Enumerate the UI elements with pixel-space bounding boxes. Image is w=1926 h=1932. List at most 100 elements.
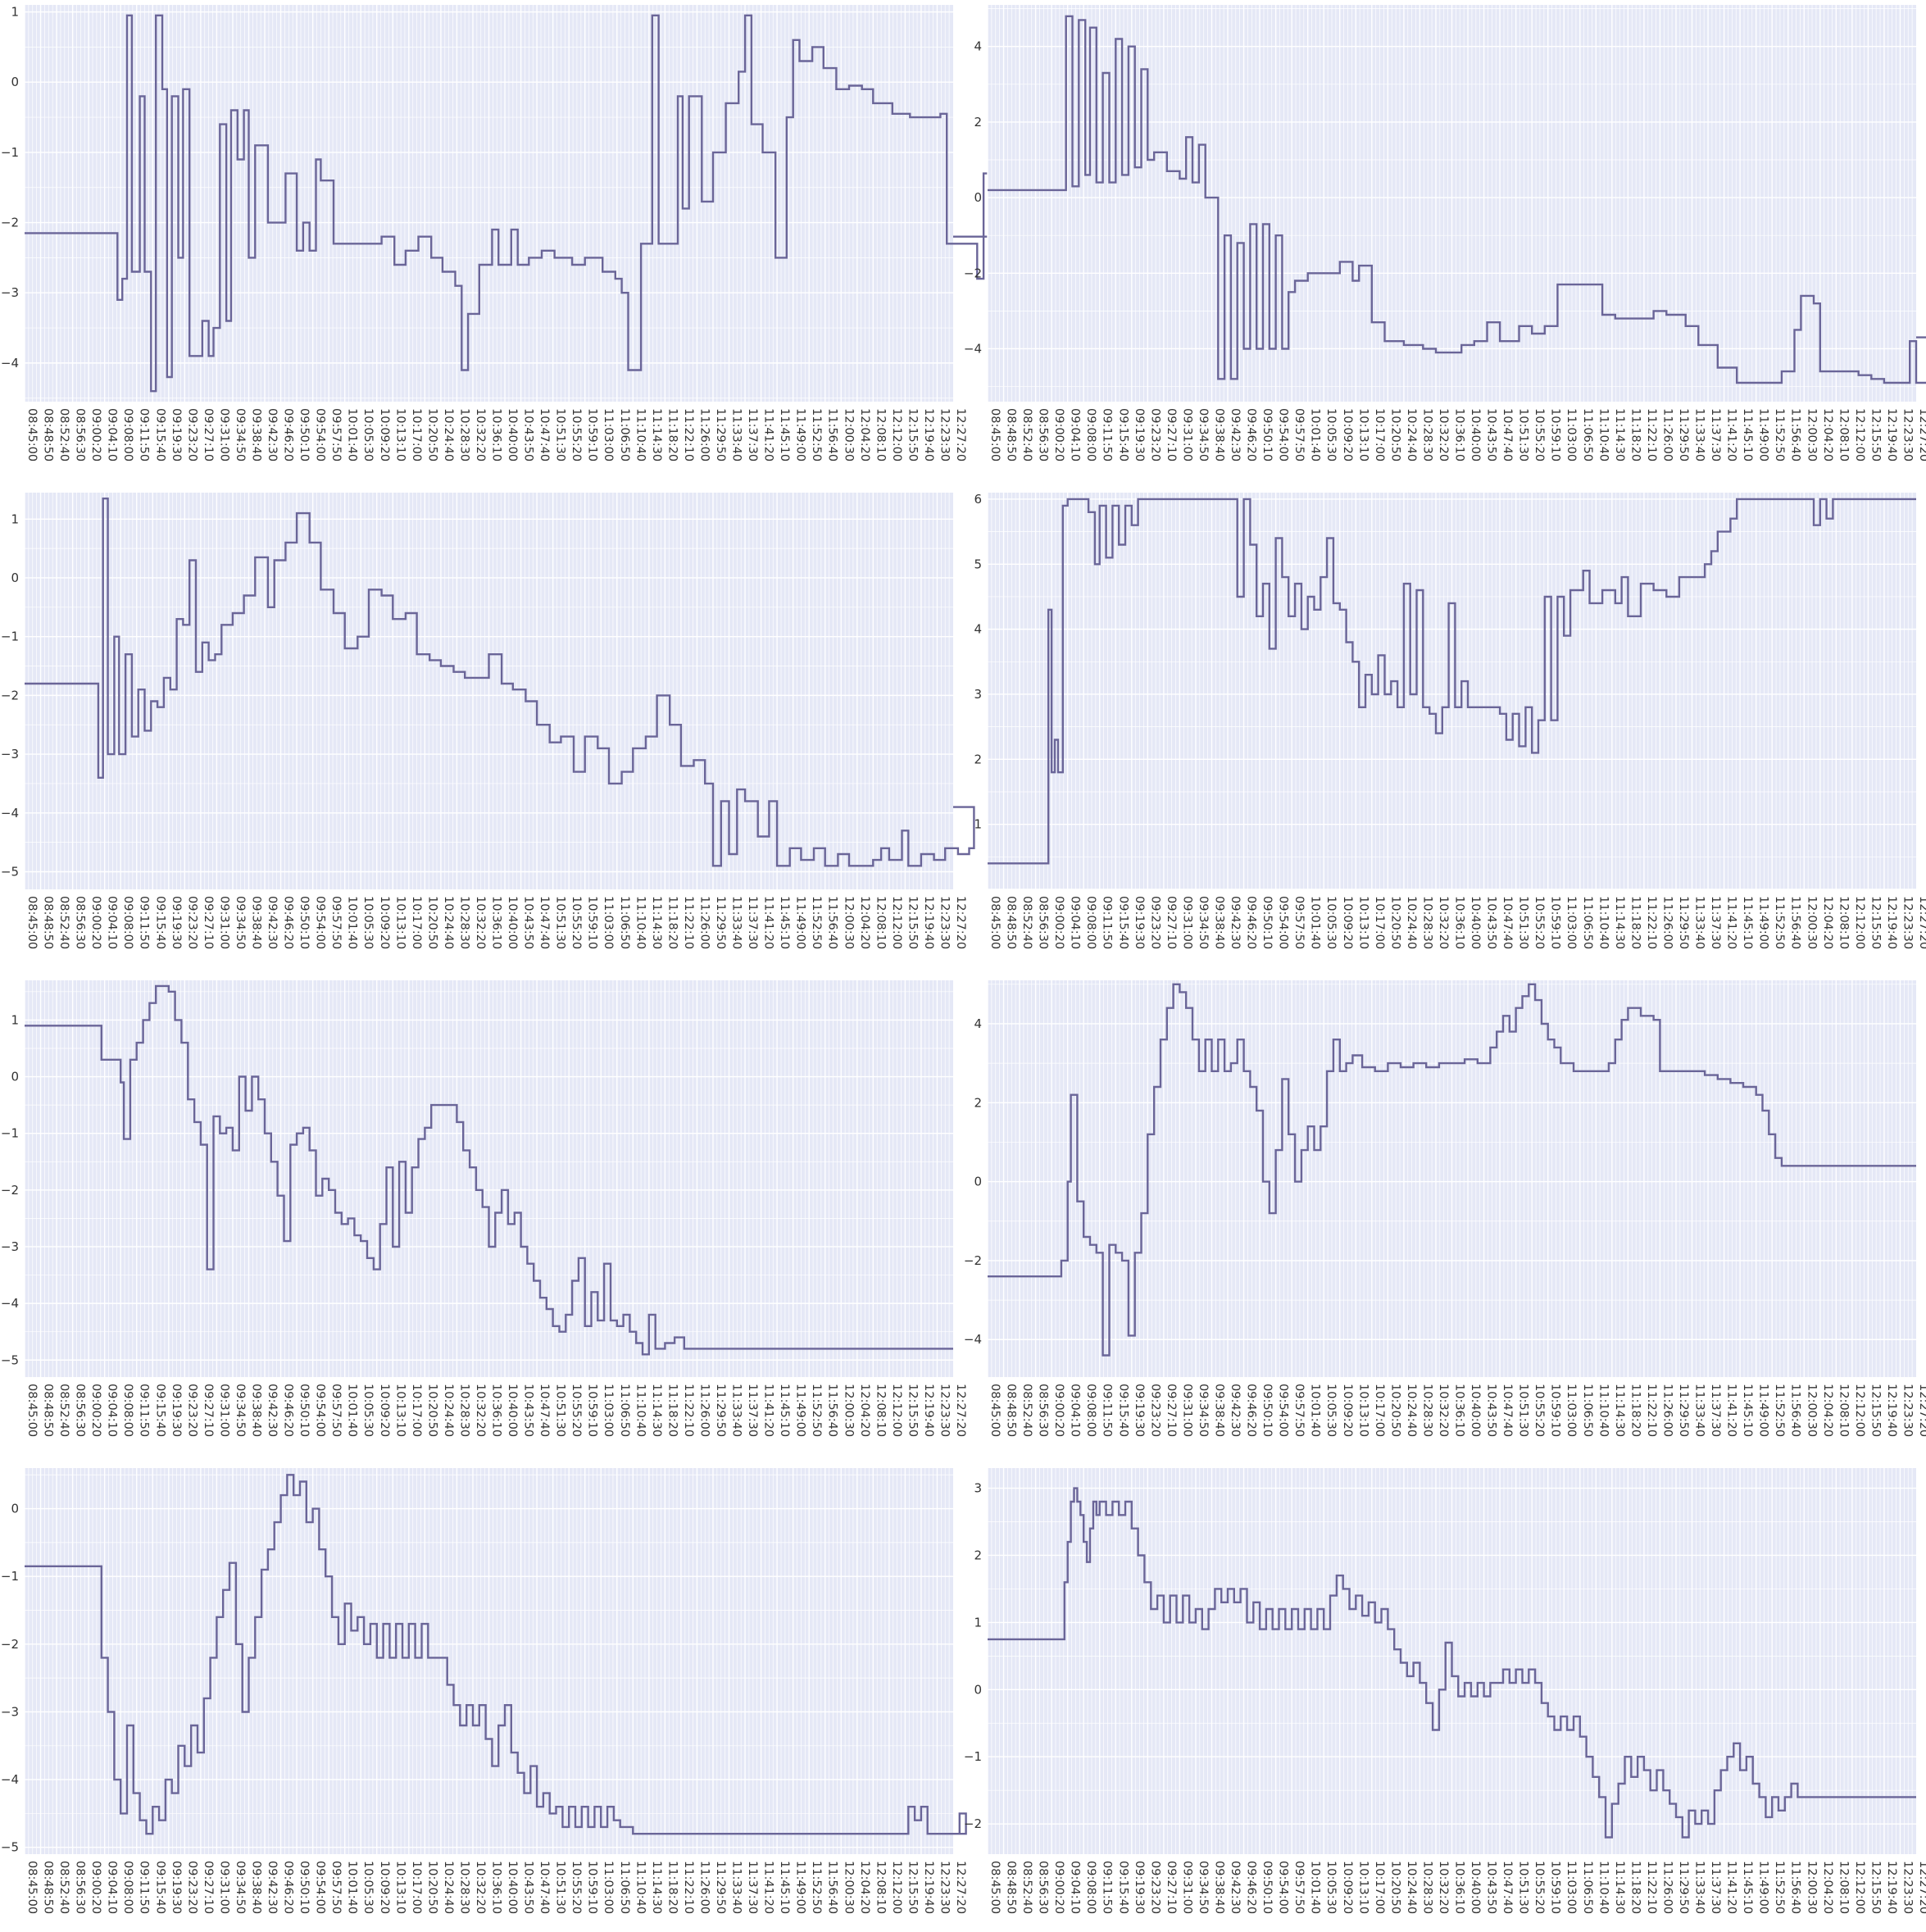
y-tick-label: −4	[964, 341, 982, 356]
x-tick-label: 10:13:10	[1356, 896, 1370, 949]
y-tick-label: 2	[974, 115, 982, 130]
x-tick-label: 10:20:50	[425, 1384, 438, 1437]
x-tick-label: 08:52:40	[1020, 896, 1033, 949]
x-tick-label: 08:52:40	[1020, 408, 1033, 461]
x-tick-label: 10:36:10	[490, 1384, 503, 1437]
x-tick-label: 09:08:00	[121, 1384, 134, 1437]
x-tick-label: 09:11:50	[1101, 408, 1114, 461]
x-tick-label: 11:49:00	[1757, 408, 1770, 461]
x-tick-label: 11:18:20	[665, 1861, 679, 1914]
x-tick-label: 09:27:10	[1165, 1861, 1178, 1914]
y-tick-label: 0	[11, 75, 19, 89]
x-tick-label: 10:55:20	[1533, 408, 1546, 461]
x-tick-label: 09:38:40	[1212, 1861, 1225, 1914]
x-tick-label: 11:45:10	[778, 1384, 791, 1437]
x-tick-label: 10:20:50	[425, 896, 438, 949]
x-tick-label: 11:37:30	[1709, 1384, 1722, 1437]
x-tick-label: 11:29:50	[1677, 408, 1690, 461]
x-tick-label: 10:40:00	[506, 896, 519, 949]
x-tick-label: 11:49:00	[794, 1861, 807, 1914]
x-tick-label: 12:15:50	[1869, 1384, 1882, 1437]
x-tick-label: 10:20:50	[1388, 1384, 1401, 1437]
x-tick-label: 09:00:20	[1052, 896, 1065, 949]
x-tick-label: 12:12:00	[890, 1861, 903, 1914]
x-tick-label: 11:33:40	[730, 1861, 743, 1914]
x-tick-label: 12:00:30	[842, 896, 855, 949]
x-tick-label: 09:11:50	[1101, 1861, 1114, 1914]
x-gridlines	[24, 493, 950, 889]
x-tick-label: 11:26:00	[1660, 896, 1674, 949]
x-tick-label: 09:38:40	[1212, 408, 1225, 461]
x-tick-label: 10:40:00	[506, 1384, 519, 1437]
x-tick-label: 10:13:10	[393, 1861, 407, 1914]
x-tick-label: 11:37:30	[746, 1384, 759, 1437]
x-tick-label: 11:45:10	[778, 408, 791, 461]
chart-panel-2: −4 −2 0 2 4 08:45:00 08:48:50 08:52:40 08:56:30 0…	[963, 0, 1926, 480]
x-tick-labels: 08:45:00 08:48:50 08:52:40 08:56:30 09:00:20…	[988, 1861, 1926, 1914]
x-tick-label: 11:14:30	[650, 408, 663, 461]
x-tick-label: 11:10:40	[634, 1861, 647, 1914]
x-tick-label: 10:32:20	[474, 408, 487, 461]
x-tick-label: 10:05:30	[1324, 896, 1338, 949]
y-tick-label: 0	[11, 1502, 19, 1516]
x-tick-label: 09:00:20	[1052, 1861, 1065, 1914]
x-tick-label: 11:52:50	[1773, 896, 1786, 949]
x-tick-label: 11:29:50	[714, 408, 727, 461]
x-tick-label: 08:56:30	[74, 408, 87, 461]
x-tick-label: 09:11:50	[138, 1861, 151, 1914]
y-tick-label: 2	[974, 1548, 982, 1562]
x-tick-label: 11:49:00	[1757, 1861, 1770, 1914]
x-tick-label: 09:19:30	[170, 408, 183, 461]
x-tick-label: 10:09:20	[1341, 408, 1354, 461]
x-tick-label: 12:04:20	[1821, 408, 1834, 461]
y-tick-label: −2	[964, 1253, 982, 1268]
x-tick-label: 11:52:50	[1773, 1384, 1786, 1437]
x-tick-label: 10:51:30	[1517, 1384, 1530, 1437]
x-tick-label: 09:46:20	[282, 896, 295, 949]
x-tick-label: 11:37:30	[1709, 1861, 1722, 1914]
x-tick-label: 11:03:00	[602, 1861, 615, 1914]
x-tick-label: 11:56:40	[826, 1384, 839, 1437]
x-tick-label: 10:09:20	[378, 1384, 391, 1437]
x-tick-label: 11:49:00	[794, 1384, 807, 1437]
x-tick-label: 12:15:50	[906, 408, 919, 461]
x-tick-label: 10:05:30	[1324, 408, 1338, 461]
x-tick-label: 09:42:30	[266, 896, 279, 949]
x-tick-label: 12:04:20	[858, 1384, 871, 1437]
x-tick-label: 12:12:00	[1853, 896, 1866, 949]
x-tick-label: 10:28:30	[457, 1861, 470, 1914]
x-tick-label: 10:05:30	[361, 408, 375, 461]
x-tick-label: 08:45:00	[988, 896, 1002, 949]
y-tick-label: −2	[964, 1816, 982, 1831]
x-tick-label: 08:48:50	[42, 1384, 55, 1437]
x-tick-label: 11:03:00	[1565, 1384, 1578, 1437]
y-tick-labels: −4 −3 −2 −1 0 1	[1, 5, 19, 370]
x-tick-label: 09:08:00	[121, 408, 134, 461]
x-tick-label: 09:00:20	[89, 408, 102, 461]
y-tick-label: 4	[974, 39, 982, 54]
line-chart-8: −2 −1 0 1 2 3 08:45:00 08:48:50 08:52:40 08:56:30…	[964, 1468, 1926, 1914]
x-tick-label: 10:01:40	[1309, 896, 1322, 949]
y-gridlines	[25, 1474, 953, 1848]
x-tick-label: 10:51:30	[554, 1384, 567, 1437]
x-tick-label: 09:27:10	[202, 408, 215, 461]
x-tick-label: 12:23:30	[1901, 1861, 1914, 1914]
x-tick-label: 08:48:50	[1005, 1384, 1018, 1437]
x-tick-label: 11:14:30	[1613, 1384, 1626, 1437]
x-tick-label: 09:23:20	[1148, 896, 1161, 949]
x-tick-label: 11:03:00	[1565, 1861, 1578, 1914]
x-tick-label: 11:33:40	[1693, 896, 1706, 949]
x-tick-label: 10:51:30	[554, 1861, 567, 1914]
x-tick-label: 10:24:40	[1405, 408, 1418, 461]
x-tick-label: 11:18:20	[1628, 1384, 1642, 1437]
x-tick-label: 12:27:20	[1917, 408, 1926, 461]
x-tick-label: 11:10:40	[1597, 1861, 1610, 1914]
x-tick-label: 08:52:40	[57, 1384, 70, 1437]
x-tick-label: 09:34:50	[1197, 1384, 1210, 1437]
x-tick-label: 09:38:40	[249, 1384, 262, 1437]
x-tick-label: 10:43:50	[1485, 896, 1498, 949]
x-tick-label: 09:42:30	[1229, 1861, 1242, 1914]
x-tick-label: 12:19:40	[922, 896, 935, 949]
y-tick-label: 1	[11, 1012, 19, 1027]
